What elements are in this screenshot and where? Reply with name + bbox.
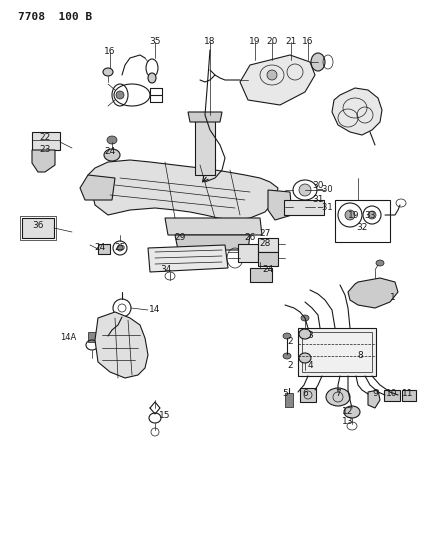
Polygon shape: [332, 88, 382, 135]
Text: 10: 10: [386, 389, 398, 398]
Bar: [302, 332, 372, 372]
Text: 34: 34: [160, 265, 172, 274]
Ellipse shape: [116, 91, 124, 99]
Text: 35: 35: [149, 37, 161, 46]
Text: 20: 20: [266, 37, 278, 46]
Polygon shape: [368, 390, 380, 408]
Polygon shape: [268, 190, 292, 220]
Bar: [250, 268, 272, 282]
Polygon shape: [195, 115, 215, 175]
Polygon shape: [165, 218, 262, 235]
Text: 26: 26: [244, 233, 256, 243]
Bar: [238, 244, 258, 262]
Bar: [300, 388, 316, 402]
Ellipse shape: [283, 333, 291, 339]
Text: 4: 4: [307, 360, 313, 369]
Text: 8: 8: [357, 351, 363, 359]
Text: 2: 2: [287, 337, 293, 346]
Text: 7: 7: [335, 389, 341, 398]
Ellipse shape: [299, 353, 311, 363]
Bar: [335, 200, 390, 242]
Bar: [384, 390, 400, 401]
Text: 24: 24: [104, 148, 116, 157]
Text: ─31: ─31: [317, 203, 333, 212]
Ellipse shape: [368, 211, 376, 219]
Polygon shape: [95, 312, 148, 378]
Text: 7708  100 B: 7708 100 B: [18, 12, 92, 22]
Text: 5: 5: [282, 389, 288, 398]
Ellipse shape: [344, 406, 360, 418]
Ellipse shape: [117, 245, 123, 251]
Text: 21: 21: [285, 37, 297, 46]
Ellipse shape: [376, 260, 384, 266]
Ellipse shape: [311, 53, 325, 71]
Ellipse shape: [107, 136, 117, 144]
Bar: [298, 328, 376, 376]
Polygon shape: [88, 332, 96, 342]
Bar: [285, 393, 293, 407]
Text: 13: 13: [342, 417, 354, 426]
Text: 18: 18: [204, 37, 216, 46]
Text: 16: 16: [302, 37, 314, 46]
Text: 3: 3: [307, 332, 313, 341]
Ellipse shape: [326, 388, 350, 406]
Text: 24: 24: [262, 265, 273, 274]
Ellipse shape: [345, 210, 355, 220]
Text: 28: 28: [259, 238, 270, 247]
Text: 32: 32: [357, 223, 368, 232]
Text: 15: 15: [159, 410, 171, 419]
Ellipse shape: [301, 315, 309, 321]
Polygon shape: [240, 55, 315, 105]
Ellipse shape: [267, 70, 277, 80]
Ellipse shape: [103, 68, 113, 76]
Text: 19: 19: [348, 211, 360, 220]
Text: ─30: ─30: [317, 185, 333, 195]
Bar: [258, 238, 278, 252]
Text: 11: 11: [402, 389, 414, 398]
Text: 30: 30: [312, 181, 324, 190]
Text: 9: 9: [372, 389, 378, 398]
Polygon shape: [148, 245, 228, 272]
Text: 12: 12: [342, 408, 354, 416]
Ellipse shape: [283, 353, 291, 359]
Polygon shape: [175, 235, 250, 250]
Text: 36: 36: [32, 221, 44, 230]
Text: 2: 2: [287, 360, 293, 369]
Ellipse shape: [148, 73, 156, 83]
Text: 16: 16: [104, 47, 116, 56]
Bar: [284, 200, 324, 215]
Bar: [402, 390, 416, 401]
Text: 1: 1: [390, 294, 396, 303]
Text: 24: 24: [95, 244, 106, 253]
Bar: [22, 218, 54, 238]
Text: 27: 27: [259, 229, 270, 238]
Bar: [20, 216, 56, 240]
Ellipse shape: [299, 184, 311, 196]
Text: 22: 22: [39, 133, 51, 142]
Polygon shape: [188, 112, 222, 122]
Polygon shape: [88, 160, 278, 220]
Polygon shape: [80, 175, 115, 200]
Polygon shape: [32, 150, 55, 172]
Text: 19: 19: [249, 37, 261, 46]
Text: 25: 25: [114, 244, 126, 253]
Text: 29: 29: [174, 233, 186, 243]
Bar: [98, 244, 110, 254]
Text: 6: 6: [302, 389, 308, 398]
Polygon shape: [348, 278, 398, 308]
Ellipse shape: [104, 149, 120, 161]
Text: 23: 23: [39, 146, 51, 155]
Text: 31: 31: [312, 196, 324, 205]
Bar: [258, 252, 278, 266]
Bar: [32, 132, 60, 150]
Ellipse shape: [299, 329, 311, 339]
Text: 14: 14: [149, 305, 160, 314]
Text: 33: 33: [364, 211, 376, 220]
Text: 14A: 14A: [60, 334, 76, 343]
